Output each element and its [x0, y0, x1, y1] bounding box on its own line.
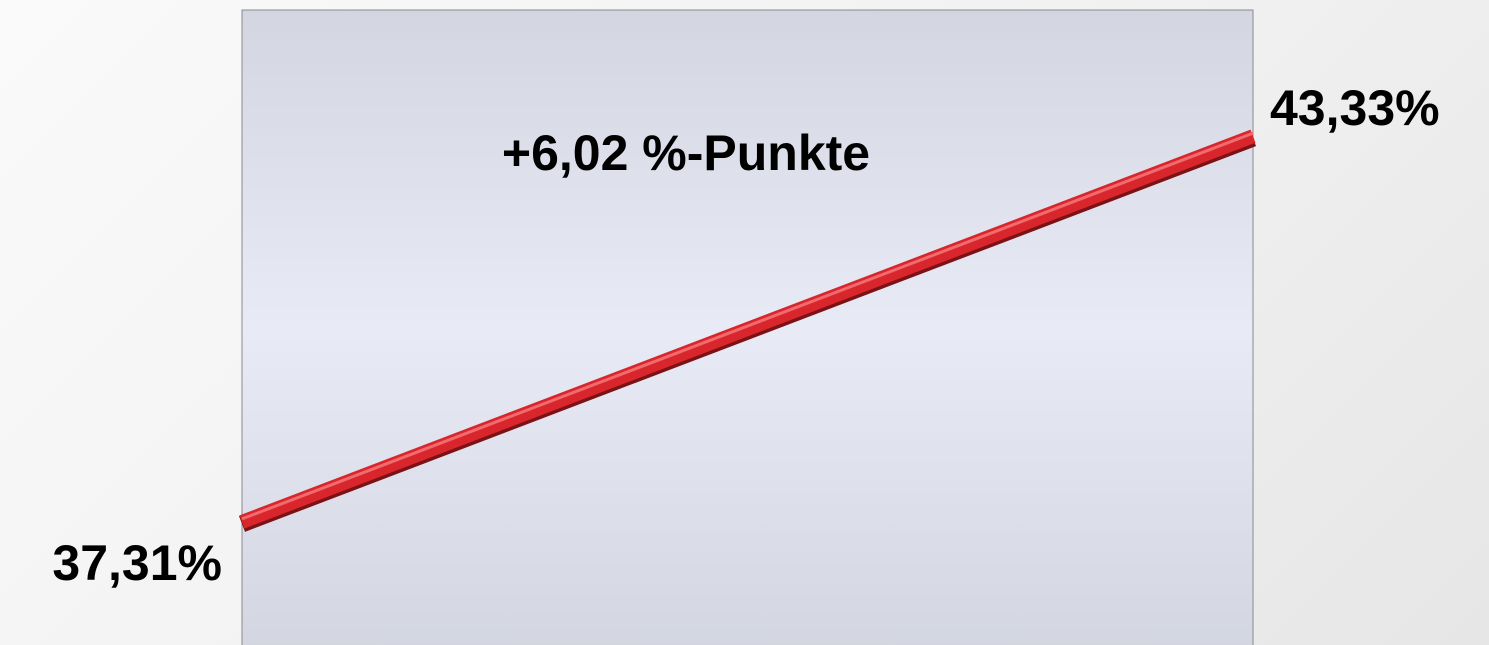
change-annotation: +6,02 %-Punkte — [502, 125, 870, 181]
data-label-end: 43,33% — [1270, 80, 1440, 136]
series-layer — [238, 129, 1257, 532]
data-label-start: 37,31% — [52, 535, 222, 591]
series-line — [239, 129, 1256, 529]
series-line-highlight — [241, 131, 1254, 521]
